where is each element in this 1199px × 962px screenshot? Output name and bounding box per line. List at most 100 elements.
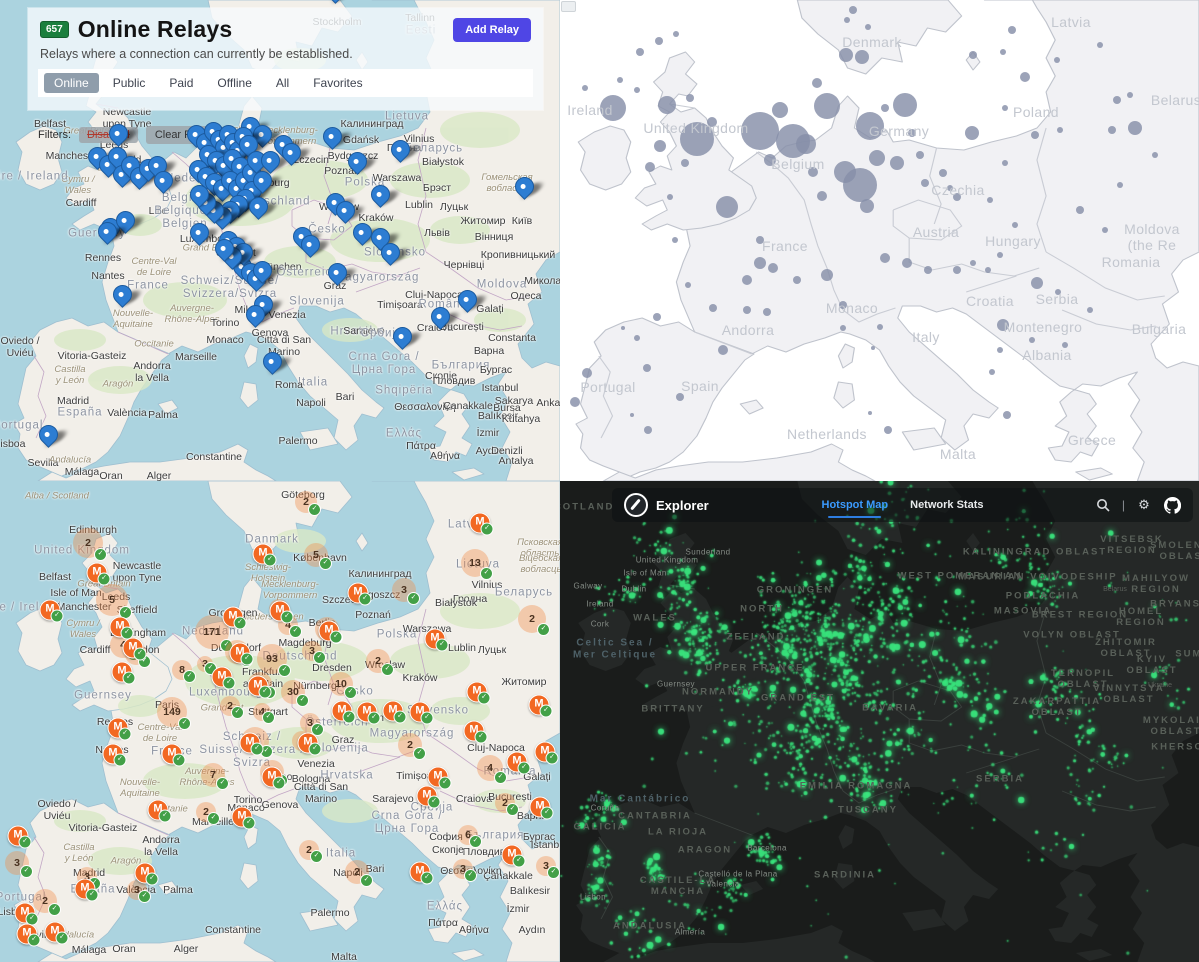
node-cluster[interactable]: 2✓ — [366, 649, 394, 676]
tab-all[interactable]: All — [275, 76, 290, 90]
node-cluster[interactable]: 4✓ — [253, 703, 275, 724]
monero-node-marker[interactable]: M ✓ — [161, 743, 186, 767]
monero-node-marker[interactable]: M ✓ — [239, 732, 264, 756]
monero-node-marker[interactable]: M ✓ — [506, 751, 531, 775]
node-cluster[interactable]: 2✓ — [345, 860, 373, 887]
monero-node-marker[interactable]: M ✓ — [247, 675, 272, 699]
node-cluster[interactable]: 8 ✓ — [172, 660, 196, 683]
node-cluster[interactable]: 5 ✓ — [304, 543, 332, 570]
search-icon[interactable] — [1094, 496, 1112, 514]
nav-hotspot-map[interactable]: Hotspot Map — [822, 490, 888, 520]
monero-node-marker[interactable]: M ✓ — [86, 562, 111, 586]
monero-node-marker[interactable]: M ✓ — [229, 642, 254, 666]
tab-favorites[interactable]: Favorites — [313, 76, 363, 90]
node-cluster[interactable]: 2✓ — [495, 793, 519, 816]
map-control[interactable] — [561, 1, 576, 12]
node-cluster[interactable]: 3✓ — [197, 656, 217, 675]
monero-node-marker[interactable]: M ✓ — [16, 923, 41, 947]
gear-icon[interactable]: ⚙ — [1138, 497, 1150, 512]
monero-node-marker[interactable]: M ✓ — [109, 616, 134, 640]
monero-node-marker[interactable]: M ✓ — [111, 661, 136, 685]
node-cluster[interactable]: 2✓ — [295, 491, 321, 516]
monero-node-marker[interactable]: M ✓ — [44, 921, 69, 945]
node-cluster[interactable]: 2✓ — [299, 840, 323, 863]
monero-node-marker[interactable]: M ✓ — [269, 600, 294, 624]
monero-node-marker[interactable]: M ✓ — [356, 701, 381, 725]
monero-node-marker[interactable]: M ✓ — [297, 732, 322, 756]
node-cluster[interactable]: 3✓ — [536, 856, 560, 879]
node-cluster[interactable]: 149 ✓ — [157, 697, 191, 730]
monero-node-marker[interactable]: M ✓ — [331, 700, 356, 724]
add-relay-button[interactable]: Add Relay — [453, 17, 531, 42]
node-cluster[interactable]: 30 ✓ — [281, 680, 309, 707]
monero-node-marker[interactable]: M ✓ — [74, 878, 99, 902]
node-cluster[interactable]: 13✓ — [461, 549, 493, 580]
monero-node-marker[interactable]: M ✓ — [14, 902, 39, 926]
monero-node-marker[interactable]: M ✓ — [134, 862, 159, 886]
tab-public[interactable]: Public — [112, 76, 146, 90]
monero-node-marker[interactable]: M ✓ — [39, 599, 64, 623]
node-cluster[interactable]: 6 ✓ — [458, 825, 482, 848]
monero-node-marker[interactable]: M ✓ — [122, 637, 147, 661]
monero-node-marker[interactable]: M ✓ — [501, 844, 526, 868]
monero-node-marker[interactable]: M ✓ — [252, 543, 277, 567]
tab-offline[interactable]: Offline — [217, 76, 252, 90]
relay-map-panel[interactable]: StockholmTallinnEestiLatvijaLietuvaКалин… — [0, 0, 560, 481]
data-bubble — [908, 129, 916, 137]
node-cluster[interactable]: 2✓ — [196, 802, 220, 825]
node-cluster[interactable]: 5 ✓ — [96, 584, 132, 619]
monero-node-marker[interactable]: M ✓ — [7, 825, 32, 849]
monero-node-marker[interactable]: M ✓ — [382, 700, 407, 724]
monero-node-marker[interactable]: M ✓ — [147, 799, 172, 823]
node-cluster[interactable]: 2✓ — [398, 733, 426, 760]
bubble-map-panel[interactable]: Latvia Denmark Poland Belarus Germany United … — [560, 0, 1199, 481]
tab-paid[interactable]: Paid — [169, 76, 194, 90]
nav-network-stats[interactable]: Network Stats — [910, 499, 984, 511]
monero-node-marker[interactable]: M ✓ — [347, 582, 372, 606]
node-cluster[interactable]: 3✓ — [302, 641, 326, 664]
hotspot-density-canvas[interactable] — [560, 481, 1199, 962]
monero-node-marker[interactable]: M ✓ — [318, 620, 343, 644]
monero-node-marker[interactable]: M ✓ — [416, 785, 441, 809]
node-cluster[interactable]: 2✓ — [220, 696, 244, 719]
monero-node-marker[interactable]: M ✓ — [534, 741, 559, 765]
monero-node-marker[interactable]: M ✓ — [102, 743, 127, 767]
monero-node-marker[interactable]: M ✓ — [211, 666, 236, 690]
node-cluster[interactable]: 2✓ — [73, 528, 107, 561]
node-cluster[interactable]: 4✓ — [477, 755, 507, 784]
node-cluster[interactable]: 3✓ — [127, 880, 151, 903]
monero-node-marker[interactable]: M ✓ — [463, 720, 488, 744]
monero-node-marker[interactable]: M ✓ — [409, 861, 434, 885]
cluster-count: 3 — [14, 857, 20, 869]
node-cluster[interactable]: 2✓ — [33, 889, 61, 916]
monero-node-marker[interactable]: M ✓ — [107, 717, 132, 741]
github-icon[interactable] — [1163, 496, 1181, 514]
hotspot-map-panel[interactable]: SCOTLANDWALESNORTHZEELANDUPPER FRANCENOR… — [560, 481, 1199, 962]
tab-online[interactable]: Online — [44, 73, 99, 93]
node-cluster[interactable]: 93 ✓ — [257, 644, 291, 677]
cluster-count: 5 — [313, 549, 319, 561]
data-bubble — [947, 185, 953, 191]
node-cluster[interactable]: 3✓ — [300, 713, 324, 736]
monero-node-marker[interactable]: M ✓ — [466, 681, 491, 705]
monero-node-marker[interactable]: M ✓ — [222, 606, 247, 630]
monero-node-marker[interactable]: M ✓ — [424, 628, 449, 652]
node-map-panel[interactable]: Alba / Scotland Edinburgh United Kingdom Ne… — [0, 481, 560, 962]
monero-node-marker[interactable]: M ✓ — [261, 766, 286, 790]
data-bubble — [756, 236, 764, 244]
node-cluster[interactable]: 3✓ — [392, 578, 420, 605]
node-cluster[interactable]: 3✓ — [453, 859, 477, 882]
monero-node-marker[interactable]: M ✓ — [409, 701, 434, 725]
monero-node-marker[interactable]: M ✓ — [529, 796, 554, 820]
monero-node-marker[interactable]: M ✓ — [231, 806, 256, 830]
node-cluster[interactable]: 10 ✓ — [329, 672, 357, 699]
monero-node-marker[interactable]: M ✓ — [528, 694, 553, 718]
data-bubble — [868, 411, 872, 415]
node-cluster[interactable]: 2✓ — [518, 605, 550, 636]
monero-node-marker[interactable]: M ✓ — [427, 766, 452, 790]
cluster-count: 3 — [309, 645, 315, 657]
monero-node-marker[interactable]: M ✓ — [469, 512, 494, 536]
node-cluster[interactable]: 7 ✓ — [201, 763, 229, 790]
cluster-count: 2 — [42, 895, 48, 907]
node-cluster[interactable]: 3✓ — [5, 851, 33, 878]
